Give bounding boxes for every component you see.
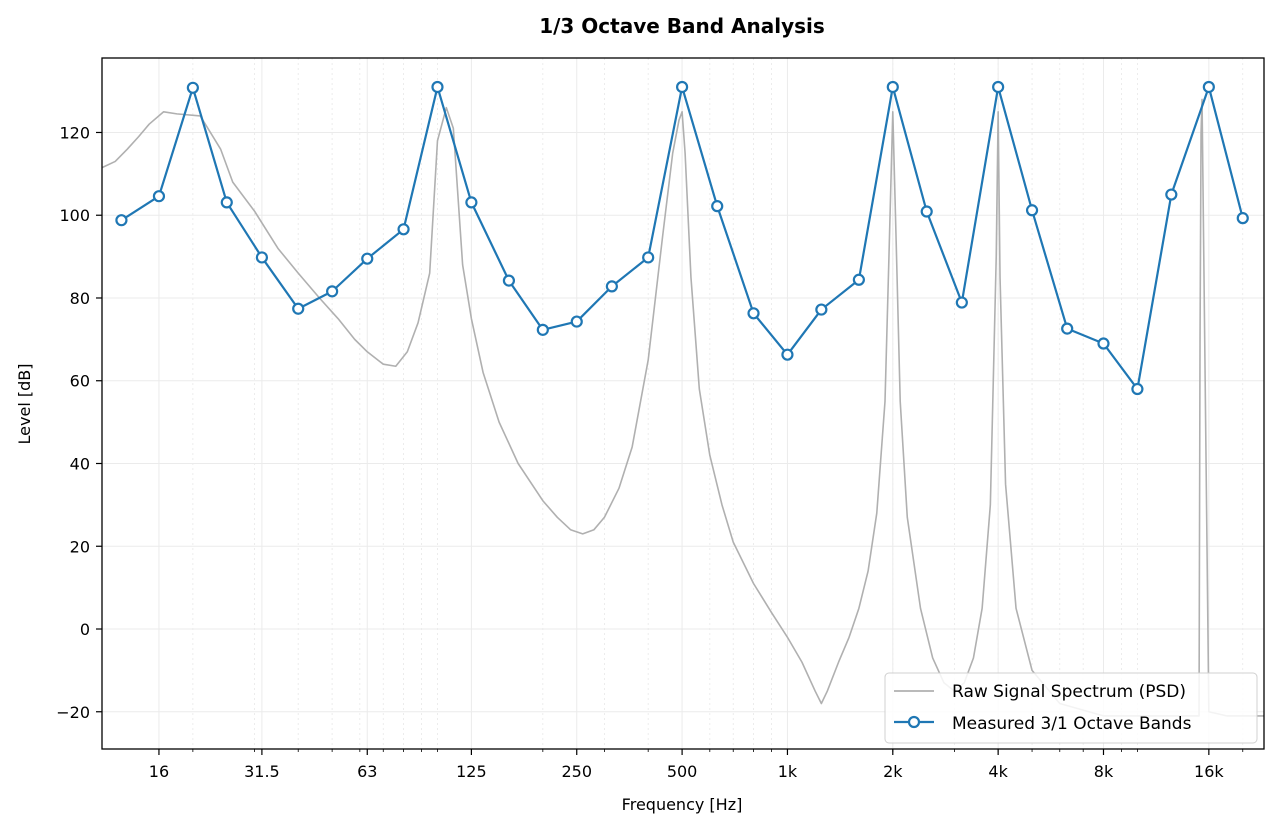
band-point [570,315,583,328]
x-tick-label: 63 [357,762,377,781]
band-point [711,200,724,213]
legend-psd-label: Raw Signal Spectrum (PSD) [952,682,1186,702]
band-point [992,80,1005,94]
x-tick-label: 8k [1094,762,1114,781]
band-point [465,196,478,209]
x-axis-label: Frequency [Hz] [622,795,743,814]
psd-line [102,98,1264,717]
band-point [955,296,968,309]
y-tick-label: 40 [70,454,90,473]
band-point [220,196,233,209]
band-point [292,302,305,315]
band-point [502,274,516,287]
band-point [326,285,339,298]
x-tick-label: 16k [1194,762,1224,781]
band-point [815,303,828,316]
series-group [102,80,1264,717]
x-tick-label: 16 [149,762,169,781]
band-point [852,273,865,286]
band-point [397,223,410,236]
chart-title: 1/3 Octave Band Analysis [539,14,825,38]
band-point [605,280,618,293]
y-tick-label: 120 [59,123,90,142]
y-axis-label: Level [dB] [15,364,34,445]
legend-bands-marker [907,715,921,729]
band-point [431,80,444,94]
legend-box [884,672,1258,744]
band-point [152,190,166,203]
band-point [115,214,128,227]
legend: Raw Signal Spectrum (PSD) Measured 3/1 O… [884,672,1258,744]
y-tick-label: 100 [59,206,90,225]
legend-bands-label: Measured 3/1 Octave Bands [952,714,1192,734]
x-tick-label: 1k [778,762,798,781]
band-point [1131,382,1144,396]
x-tick-label: 2k [883,762,903,781]
y-tick-label: 20 [70,537,90,556]
x-tick-label: 31.5 [244,762,280,781]
band-point [920,205,933,218]
band-point [536,323,549,336]
band-point [1236,212,1249,225]
band-point [642,251,655,264]
band-point [781,348,794,361]
x-tick-label: 4k [988,762,1008,781]
y-tick-label: −20 [56,703,90,722]
grid [102,58,1264,749]
band-point [886,80,899,94]
y-tick-label: 60 [70,372,90,391]
band-point [1061,322,1074,335]
y-tick-label: 0 [80,620,90,639]
band-point [361,252,374,265]
band-point [255,251,269,264]
band-point [1165,188,1178,201]
band-point [747,307,760,320]
band-point [1097,337,1110,350]
band-point [675,80,689,94]
plot-frame [101,57,1265,750]
series-layer [102,80,1264,717]
x-tick-label: 125 [456,762,487,781]
band-point [1025,204,1039,217]
axis-ticks: 16 31.5 63 125 250 500 1k 2k 4k 8k 16k −20 0 20 40 60 80… [56,123,1244,781]
y-tick-label: 80 [70,289,90,308]
band-point [186,81,199,94]
band-point [1202,80,1215,94]
x-tick-label: 250 [561,762,592,781]
x-tick-label: 500 [667,762,698,781]
